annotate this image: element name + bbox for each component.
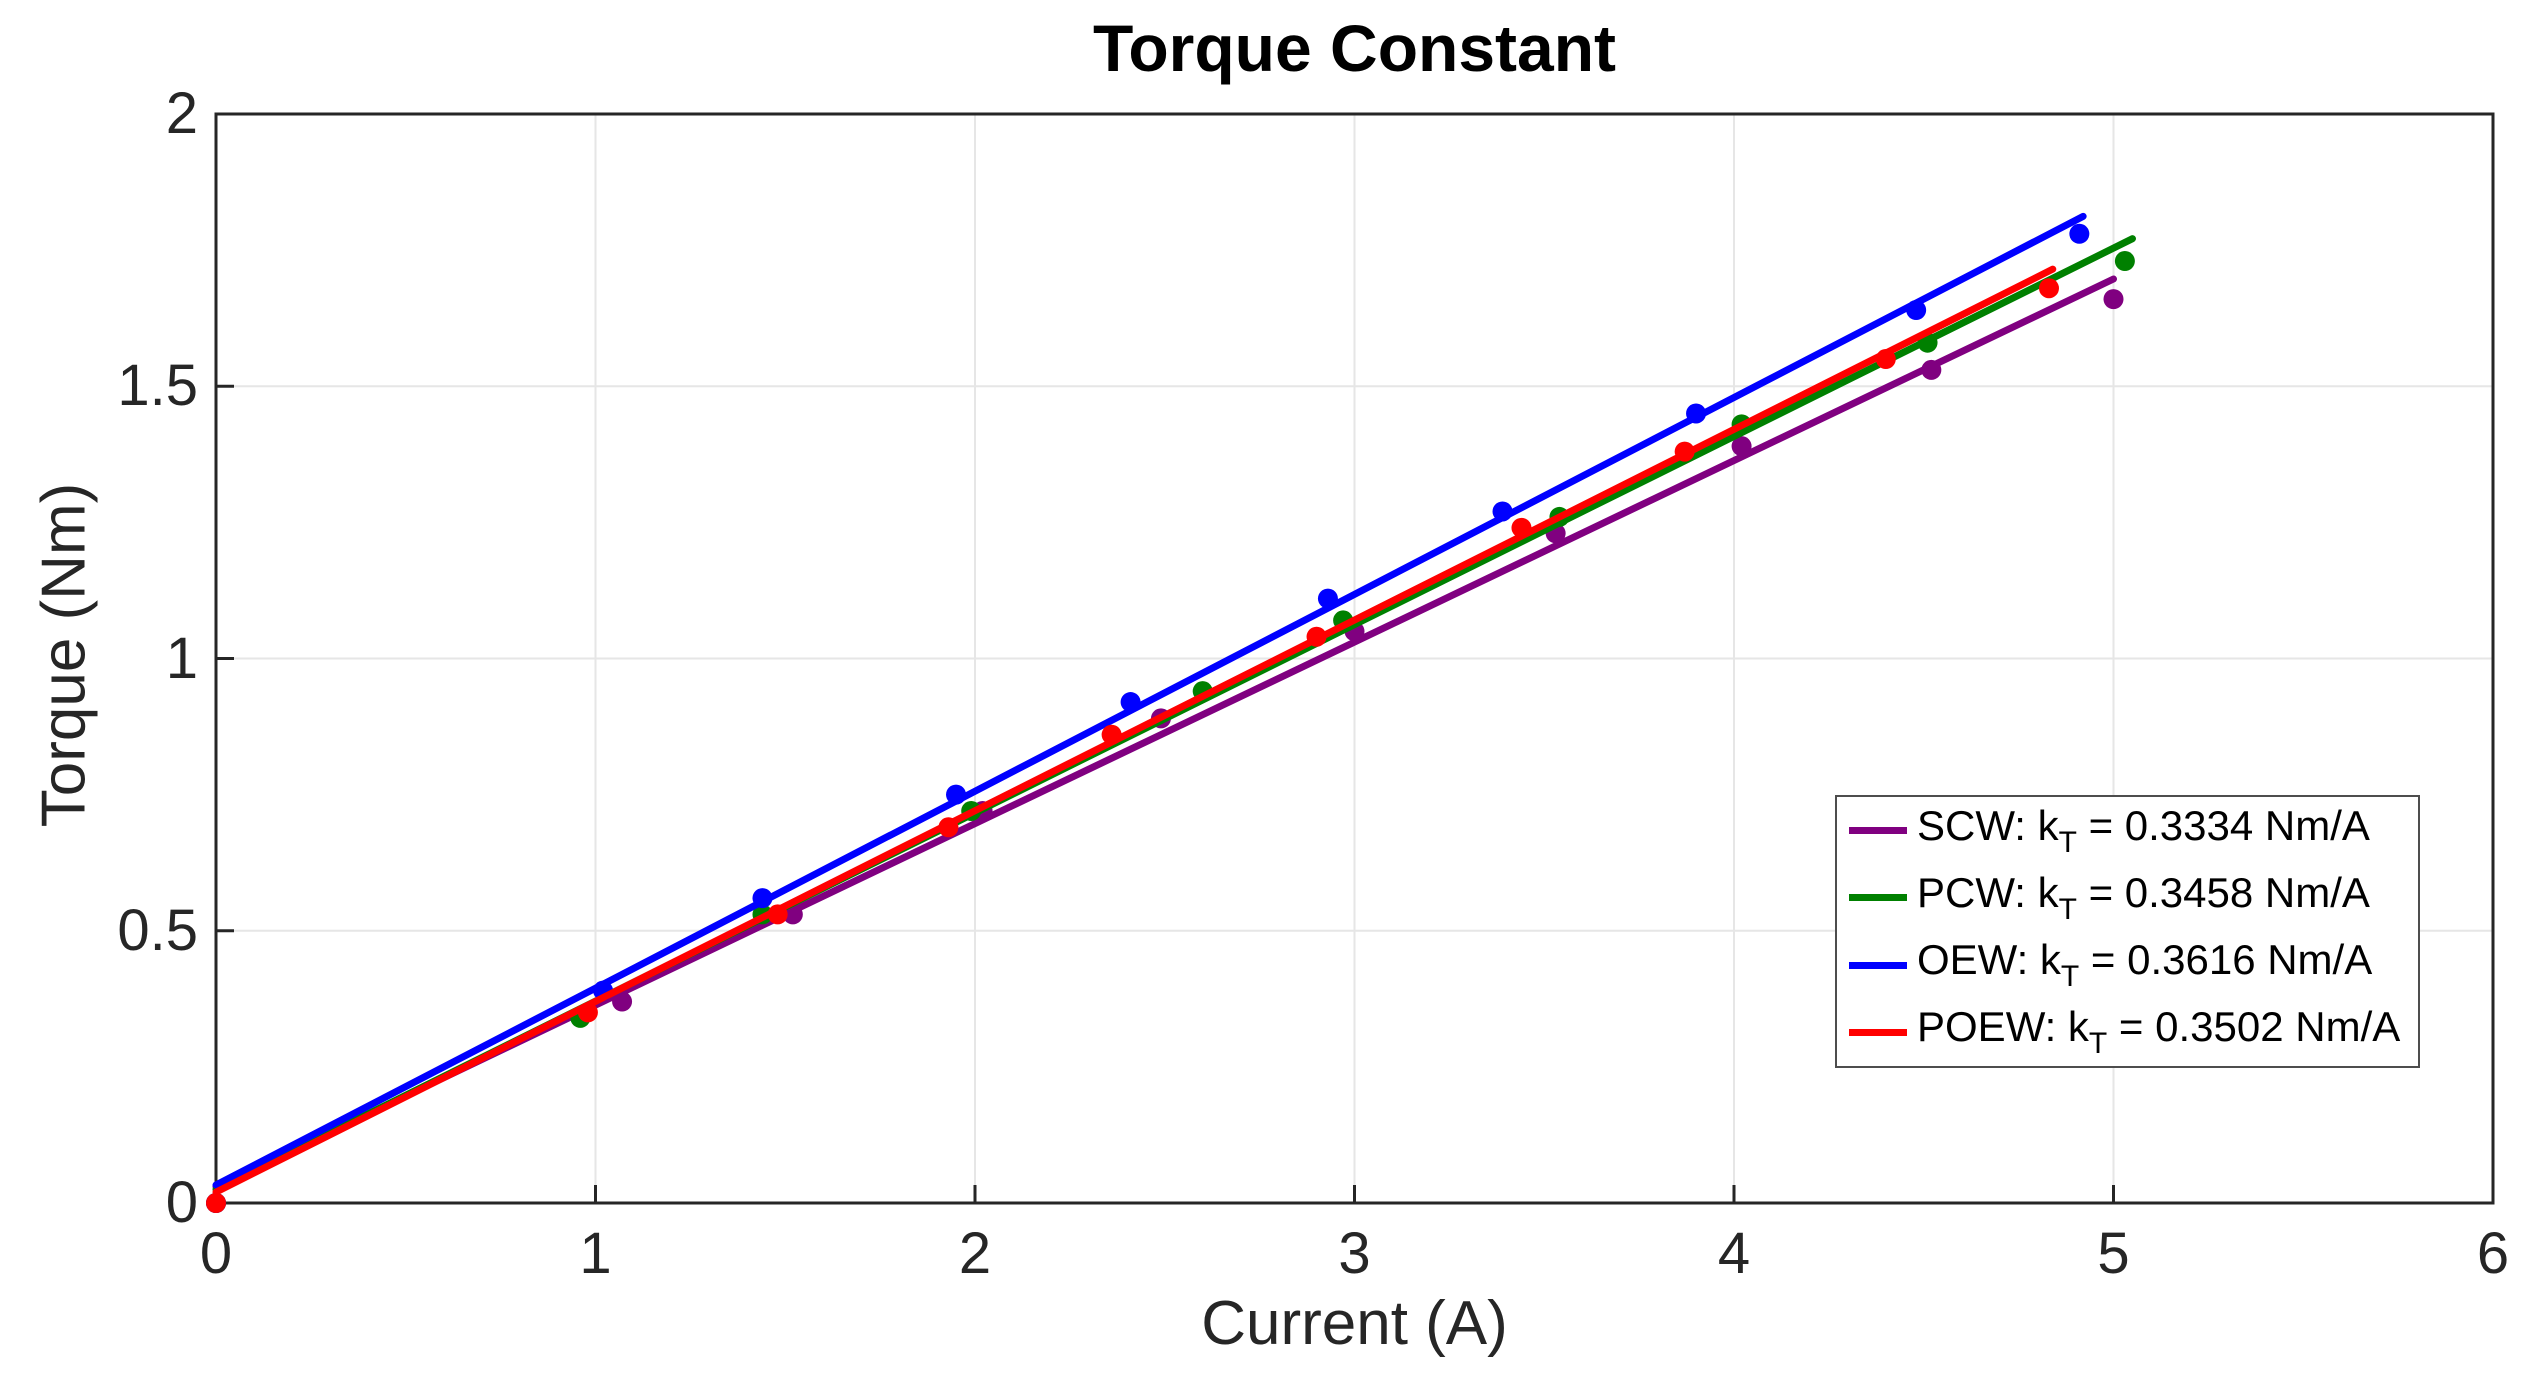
x-tick-label: 6	[2476, 1221, 2510, 1286]
legend-label-prefix: SCW: k	[1917, 801, 2059, 849]
y-tick-label: 0.5	[117, 897, 198, 963]
legend-line-swatch	[1849, 1028, 1907, 1036]
x-tick-label: 4	[1717, 1221, 1751, 1286]
data-point-oew	[1906, 300, 1927, 321]
y-tick-label: 1	[165, 625, 198, 691]
x-tick-label: 3	[1338, 1221, 1371, 1286]
data-point-poew	[206, 1193, 226, 1213]
data-point-poew	[1674, 441, 1695, 462]
legend: SCW: kT = 0.3334 Nm/A PCW: kT = 0.3458 Nm…	[1835, 795, 2420, 1068]
legend-label-subscript: T	[2058, 892, 2077, 926]
data-point-poew	[1101, 724, 1122, 745]
legend-label: OEW: kT = 0.3616 Nm/A	[1917, 936, 2372, 994]
legend-label-prefix: PCW: k	[1917, 868, 2059, 916]
legend-label: PCW: kT = 0.3458 Nm/A	[1917, 869, 2370, 927]
series-oew	[206, 212, 2090, 1213]
series-poew	[206, 265, 2059, 1213]
x-tick-label: 1	[579, 1221, 612, 1286]
legend-label-subscript: T	[2060, 960, 2080, 994]
data-point-poew	[2038, 278, 2059, 299]
series-scw	[206, 275, 2124, 1213]
data-point-scw	[1921, 359, 1942, 380]
y-tick-label: 0	[165, 1170, 198, 1235]
y-tick-label: 2	[165, 81, 198, 146]
x-tick-label: 0	[199, 1221, 233, 1286]
data-point-oew	[1492, 501, 1513, 522]
y-tick-label: 1.5	[117, 353, 198, 419]
data-point-oew	[752, 888, 773, 909]
data-point-oew	[1120, 692, 1141, 713]
legend-line-swatch	[1849, 827, 1907, 835]
data-point-scw	[612, 991, 633, 1012]
legend-label: POEW: kT = 0.3502 Nm/A	[1917, 1003, 2400, 1061]
legend-label-prefix: OEW: k	[1917, 936, 2061, 984]
legend-row-scw: SCW: kT = 0.3334 Nm/A	[1837, 799, 2418, 863]
x-tick-label: 5	[2097, 1221, 2130, 1286]
data-point-oew	[1686, 403, 1707, 424]
legend-label-subscript: T	[2088, 1027, 2108, 1061]
legend-label-suffix: = 0.3334 Nm/A	[2076, 801, 2370, 849]
legend-label-subscript: T	[2058, 825, 2077, 859]
legend-label-suffix: = 0.3616 Nm/A	[2079, 936, 2373, 984]
legend-row-poew: POEW: kT = 0.3502 Nm/A	[1837, 1000, 2418, 1064]
data-point-oew	[2069, 223, 2090, 244]
data-point-pcw	[2114, 251, 2135, 272]
data-point-poew	[767, 904, 788, 925]
data-point-oew	[946, 784, 967, 805]
data-point-poew	[1511, 517, 1532, 538]
legend-line-swatch	[1849, 961, 1907, 969]
legend-row-pcw: PCW: kT = 0.3458 Nm/A	[1837, 866, 2418, 930]
data-point-poew	[1875, 349, 1896, 370]
legend-label: SCW: kT = 0.3334 Nm/A	[1917, 802, 2370, 860]
x-tick-label: 2	[958, 1221, 992, 1286]
fit-line-poew	[212, 265, 2057, 1196]
data-point-scw	[2103, 289, 2124, 310]
legend-label-suffix: = 0.3458 Nm/A	[2076, 868, 2370, 916]
data-point-oew	[1317, 588, 1338, 609]
data-point-poew	[938, 817, 959, 838]
data-point-poew	[1306, 626, 1327, 647]
chart-title: Torque Constant	[1092, 11, 1617, 85]
legend-line-swatch	[1849, 894, 1907, 902]
legend-label-prefix: POEW: k	[1917, 1003, 2089, 1051]
legend-label-suffix: = 0.3502 Nm/A	[2107, 1003, 2401, 1051]
data-point-poew	[577, 1002, 598, 1023]
legend-row-oew: OEW: kT = 0.3616 Nm/A	[1837, 933, 2418, 997]
x-axis-label: Current (A)	[1201, 1289, 1508, 1358]
fit-line-oew	[212, 212, 2087, 1189]
data-point-scw	[1731, 436, 1752, 457]
